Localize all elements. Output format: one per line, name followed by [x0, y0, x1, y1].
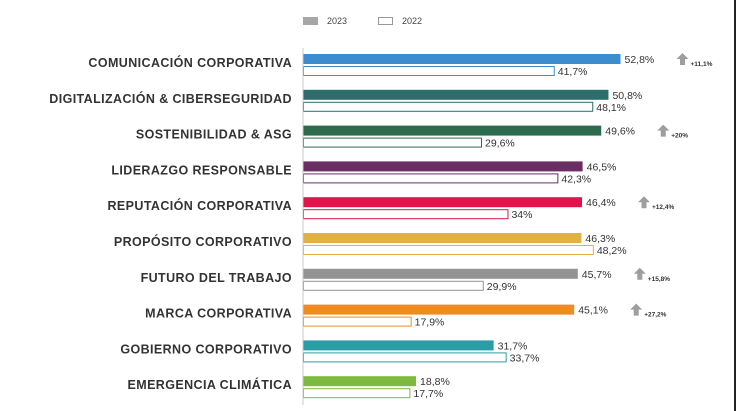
value-label-2022-futuro-del-trabajo: 29,9% [487, 281, 517, 293]
bar-2023-emergencia-climatica [303, 376, 417, 387]
bar-2022-emergencia-climatica [303, 388, 411, 399]
value-label-2022-emergencia-climatica: 17,7% [413, 388, 443, 400]
legend-item-2023: 2023 [303, 16, 347, 26]
category-label-proposito-corporativo: PROPÓSITO CORPORATIVO [114, 234, 292, 249]
increase-arrow-icon [676, 53, 689, 65]
increase-arrow-icon [657, 124, 670, 137]
bar-2022-marca-corporativa [303, 316, 412, 327]
category-label-futuro-del-trabajo: FUTURO DEL TRABAJO [141, 271, 292, 285]
bar-2023-futuro-del-trabajo [303, 268, 578, 279]
value-label-2023-comunicacion-corporativa: 52,8% [625, 54, 655, 66]
bar-2023-proposito-corporativo [303, 233, 582, 243]
bar-2022-gobierno-corporativo [303, 352, 507, 363]
category-label-sostenibilidad-y-asg: SOSTENIBILIDAD & ASG [136, 128, 292, 142]
value-label-2022-proposito-corporativo: 48,2% [597, 245, 627, 257]
change-annotation-comunicacion-corporativa: +11,1% [691, 61, 713, 68]
bar-2023-digitalizacion-y-ciberseguridad [303, 89, 609, 100]
legend-label-2022: 2022 [402, 16, 423, 26]
value-label-2022-reputacion-corporativa: 34% [511, 209, 532, 221]
category-label-reputacion-corporativa: REPUTACIÓN CORPORATIVA [108, 198, 293, 213]
bar-2022-liderazgo-responsable [303, 173, 559, 184]
value-label-2023-liderazgo-responsable: 46,5% [587, 161, 617, 173]
increase-arrow-icon [630, 303, 643, 316]
category-label-emergencia-climatica: EMERGENCIA CLIMÁTICA [128, 377, 292, 392]
value-label-2022-comunicacion-corporativa: 41,7% [558, 66, 588, 78]
change-annotation-futuro-del-trabajo: +15,8% [648, 276, 670, 283]
bar-2023-marca-corporativa [303, 304, 575, 315]
bar-2022-futuro-del-trabajo [303, 280, 484, 291]
category-label-liderazgo-responsable: LIDERAZGO RESPONSABLE [111, 163, 292, 177]
legend: 2023 2022 [303, 16, 453, 26]
bar-2022-reputacion-corporativa [303, 209, 509, 220]
change-annotation-reputacion-corporativa: +12,4% [652, 204, 674, 211]
value-label-2023-gobierno-corporativo: 31,7% [498, 340, 528, 352]
bar-2022-comunicacion-corporativa [303, 66, 555, 76]
bar-2022-proposito-corporativo [303, 245, 594, 255]
value-label-2023-futuro-del-trabajo: 45,7% [582, 269, 612, 281]
value-label-2023-digitalizacion-y-ciberseguridad: 50,8% [612, 90, 642, 102]
legend-item-2022: 2022 [378, 16, 422, 26]
category-label-comunicacion-corporativa: COMUNICACIÓN CORPORATIVA [88, 55, 292, 70]
legend-swatch-2023 [303, 17, 318, 25]
value-label-2023-sostenibilidad-y-asg: 49,6% [605, 126, 635, 138]
bar-2023-comunicacion-corporativa [303, 54, 621, 64]
category-label-marca-corporativa: MARCA CORPORATIVA [145, 307, 292, 321]
category-label-digitalizacion-y-ciberseguridad: DIGITALIZACIÓN & CIBERSEGURIDAD [49, 91, 292, 106]
value-label-2022-digitalizacion-y-ciberseguridad: 48,1% [596, 102, 626, 114]
category-label-gobierno-corporativo: GOBIERNO CORPORATIVO [120, 342, 292, 356]
value-label-2023-proposito-corporativo: 46,3% [585, 233, 615, 245]
bar-2022-sostenibilidad-y-asg [303, 137, 482, 148]
value-label-2022-sostenibilidad-y-asg: 29,6% [485, 138, 515, 150]
bar-2022-digitalizacion-y-ciberseguridad [303, 101, 594, 112]
legend-swatch-2022 [378, 17, 394, 25]
value-label-2023-marca-corporativa: 45,1% [578, 305, 608, 317]
bar-2023-gobierno-corporativo [303, 340, 494, 351]
bar-2023-liderazgo-responsable [303, 161, 583, 172]
value-label-2022-gobierno-corporativo: 33,7% [510, 352, 540, 364]
change-annotation-sostenibilidad-y-asg: +20% [671, 133, 688, 140]
bar-2023-reputacion-corporativa [303, 197, 583, 208]
value-label-2023-emergencia-climatica: 18,8% [420, 376, 450, 388]
increase-arrow-icon [633, 267, 646, 280]
increase-arrow-icon [638, 196, 651, 209]
bar-2023-sostenibilidad-y-asg [303, 125, 602, 136]
value-label-2022-liderazgo-responsable: 42,3% [561, 173, 591, 185]
change-annotation-marca-corporativa: +27,2% [644, 312, 666, 319]
value-label-2022-marca-corporativa: 17,9% [415, 317, 445, 329]
legend-label-2023: 2023 [327, 16, 348, 26]
frame-edge [734, 0, 736, 411]
value-label-2023-reputacion-corporativa: 46,4% [586, 197, 616, 209]
